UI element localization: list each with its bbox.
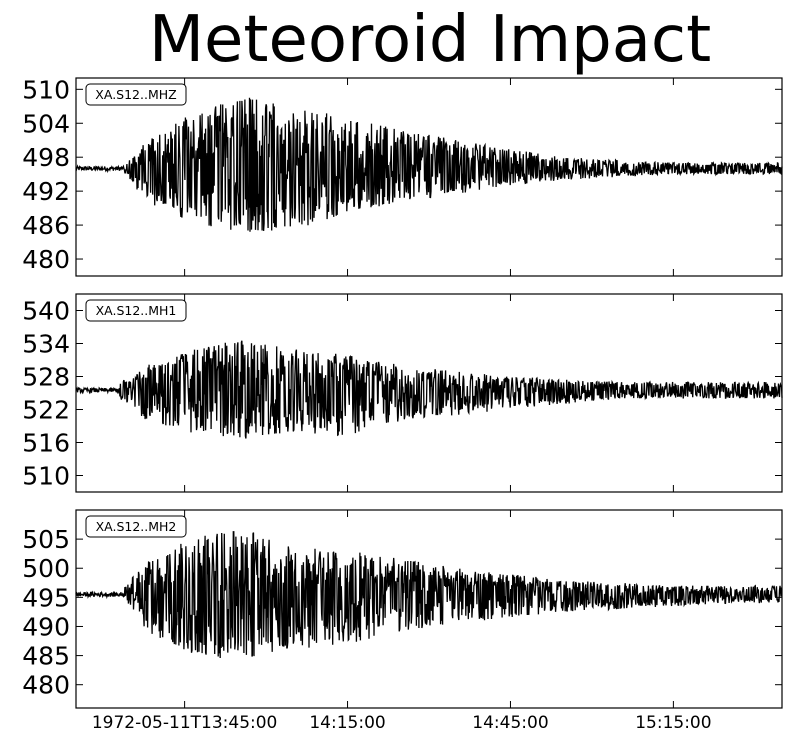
- y-tick-label: 522: [22, 396, 70, 425]
- y-tick-label: 480: [22, 671, 70, 700]
- x-axis-tick-labels: 1972-05-11T13:45:00 14:15:00 14:45:00 15:15…: [92, 713, 712, 733]
- waveform-trace-mhz: [75, 97, 783, 232]
- y-tick-label: 490: [22, 612, 70, 641]
- station-label-text: XA.S12..MHZ: [95, 87, 176, 102]
- y-tick-label: 510: [22, 462, 70, 491]
- station-label-text: XA.S12..MH2: [96, 519, 177, 534]
- y-tick-label: 492: [22, 177, 70, 206]
- y-tick-label: 540: [22, 297, 70, 326]
- station-label-box: [85, 299, 187, 322]
- chart-title: Meteoroid Impact: [148, 3, 712, 77]
- y-tick-label: 534: [22, 330, 70, 359]
- y-tick-label: 510: [22, 75, 70, 104]
- y-tick-label: 504: [22, 109, 70, 138]
- y-tick-label: 486: [22, 211, 70, 240]
- y-tick-label: 528: [22, 363, 70, 392]
- y-tick-label: 495: [22, 583, 70, 612]
- x-tick-label: 15:15:00: [635, 713, 711, 733]
- y-tick-label: 485: [22, 642, 70, 671]
- waveform-trace-mh1: [75, 340, 783, 439]
- station-label-mh1: XA.S12..MH1: [85, 299, 187, 322]
- station-label-mh2: XA.S12..MH2: [85, 515, 187, 538]
- y-tick-label: 480: [22, 245, 70, 274]
- x-tick-label: 14:45:00: [472, 713, 548, 733]
- panel-mh1: 510 516 522 528 534 540 XA.S12..MH1: [22, 293, 783, 493]
- station-label-mhz: XA.S12..MHZ: [85, 83, 187, 106]
- x-tick-label: 14:15:00: [309, 713, 385, 733]
- y-tick-label: 505: [22, 525, 70, 554]
- x-tick-label: 1972-05-11T13:45:00: [92, 713, 278, 733]
- panel-mhz: 480 486 492 498 504 510 XA.S12..MHZ: [22, 75, 783, 277]
- y-tick-label: 500: [22, 554, 70, 583]
- y-tick-label: 516: [22, 429, 70, 458]
- station-label-box: [85, 83, 187, 106]
- waveform-trace-mh2: [75, 531, 783, 659]
- y-tick-label: 498: [22, 143, 70, 172]
- station-label-box: [85, 515, 187, 538]
- station-label-text: XA.S12..MH1: [96, 303, 177, 318]
